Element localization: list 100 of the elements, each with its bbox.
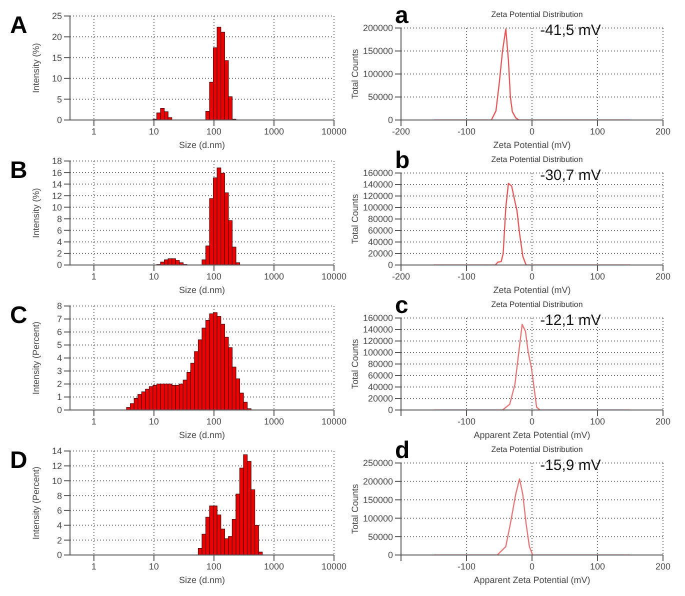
y-tick-label: 0 [388, 115, 393, 126]
y-tick-label: 8 [56, 301, 62, 312]
y-tick-label: 100000 [362, 69, 393, 80]
x-tick-label: 100 [590, 271, 606, 282]
x-tick-label: 0 [529, 416, 535, 426]
x-tick-label: -100 [457, 126, 476, 136]
x-tick-label: 100 [590, 416, 606, 426]
y-tick-label: 0 [56, 550, 62, 560]
y-tick-label: 4 [56, 353, 62, 364]
x-axis-title: Apparent Zeta Potential (mV) [474, 575, 590, 585]
y-tick-label: 100000 [362, 513, 393, 524]
x-tick-label: 100 [590, 126, 606, 136]
y-tick-label: 40000 [368, 237, 393, 248]
x-axis-title: Apparent Zeta Potential (mV) [474, 430, 590, 440]
annotation: c [395, 292, 408, 320]
x-axis-title: Size (d.nm) [178, 575, 226, 585]
y-tick-label: 150000 [362, 494, 393, 505]
y-tick-label: 120000 [362, 191, 393, 202]
x-tick-label: 1 [91, 416, 96, 426]
x-tick-label: -200 [392, 271, 410, 282]
x-tick-label: 1000 [264, 126, 284, 136]
x-tick-label: 1000 [264, 416, 284, 426]
y-tick-label: 100000 [362, 202, 393, 213]
y-tick-label: 50000 [368, 92, 393, 102]
annotation: -15,9 mV [540, 457, 601, 474]
x-axis-title: Size (d.nm) [178, 285, 226, 295]
x-tick-label: -100 [457, 561, 476, 572]
x-tick-label: 0 [529, 561, 535, 572]
y-tick-label: 160000 [362, 168, 393, 178]
y-tick-label: 60000 [368, 370, 393, 381]
x-tick-label: 100 [206, 126, 222, 136]
y-tick-label: 4 [56, 520, 62, 530]
y-axis-title: Total Counts [350, 48, 360, 100]
text: D [10, 447, 28, 475]
x-tick-label: -200 [392, 126, 410, 136]
y-tick-label: 12 [52, 190, 62, 201]
chart-title: Zeta Potential Distribution [490, 10, 584, 19]
y-tick-label: 200000 [362, 23, 393, 34]
x-tick-label: -100 [457, 416, 476, 426]
x-tick-label: 1 [91, 561, 96, 572]
annotation: a [395, 2, 408, 30]
y-tick-label: 140000 [362, 324, 393, 335]
text: B [10, 157, 28, 185]
y-tick-label: 5 [56, 94, 62, 104]
y-tick-label: 250000 [362, 458, 393, 468]
x-tick-label: 10 [148, 126, 159, 136]
y-axis-title: Total Counts [350, 338, 360, 390]
y-tick-label: 150000 [362, 46, 393, 56]
y-tick-label: 15 [52, 52, 62, 63]
y-tick-label: 8 [56, 214, 62, 224]
y-tick-label: 2 [56, 248, 62, 259]
x-tick-label: 1 [91, 126, 96, 136]
y-tick-label: 8 [56, 490, 62, 501]
y-tick-label: 80000 [368, 359, 393, 370]
y-tick-label: 5 [56, 340, 62, 350]
x-axis-title: Size (d.nm) [178, 140, 226, 150]
y-tick-label: 7 [56, 314, 62, 324]
y-tick-label: 120000 [362, 336, 393, 346]
x-tick-label: 200 [655, 561, 671, 572]
x-tick-label: 100 [206, 561, 222, 572]
y-axis-title: Intensity (%) [31, 188, 42, 238]
x-tick-label: 100 [206, 271, 222, 282]
y-tick-label: 0 [388, 405, 393, 416]
x-tick-label: 0 [529, 126, 535, 136]
x-axis-title: Zeta Potential (mV) [493, 140, 571, 150]
y-tick-label: 0 [56, 260, 62, 270]
y-axis-title: Intensity (%) [31, 42, 42, 94]
y-tick-label: 2 [56, 535, 62, 546]
x-tick-label: 200 [655, 126, 671, 136]
annotation: -41,5 mV [540, 22, 601, 39]
y-tick-label: 1 [56, 392, 62, 402]
y-tick-label: 20000 [368, 248, 393, 259]
y-axis-title: Total Counts [350, 483, 360, 534]
y-tick-label: 20 [52, 32, 62, 42]
text: A [10, 12, 28, 40]
x-tick-label: 1000 [264, 271, 284, 282]
y-tick-label: 6 [56, 506, 62, 516]
y-tick-label: 25 [52, 11, 62, 22]
annotation: -12,1 mV [540, 312, 601, 329]
y-tick-label: 10 [52, 74, 62, 84]
x-tick-label: 10000 [321, 416, 347, 426]
x-tick-label: 200 [655, 271, 671, 282]
y-tick-label: 140000 [362, 180, 393, 190]
y-tick-label: 18 [52, 156, 62, 166]
x-tick-label: -100 [457, 271, 476, 282]
y-tick-label: 60000 [368, 226, 393, 236]
x-tick-label: 10 [148, 271, 159, 282]
y-tick-label: 14 [52, 446, 62, 456]
y-tick-label: 3 [56, 366, 62, 376]
y-tick-label: 0 [388, 550, 393, 560]
chart-title: Zeta Potential Distribution [490, 155, 584, 164]
text: C [10, 302, 28, 330]
y-tick-label: 160000 [362, 313, 393, 324]
y-tick-label: 50000 [368, 532, 393, 542]
x-axis-title: Size (d.nm) [178, 430, 226, 440]
chart-title: Zeta Potential Distribution [490, 445, 584, 454]
chart-title: Zeta Potential Distribution [490, 300, 584, 309]
x-axis-title: Zeta Potential (mV) [493, 285, 571, 295]
y-tick-label: 0 [388, 260, 393, 270]
y-tick-label: 20000 [368, 394, 393, 404]
